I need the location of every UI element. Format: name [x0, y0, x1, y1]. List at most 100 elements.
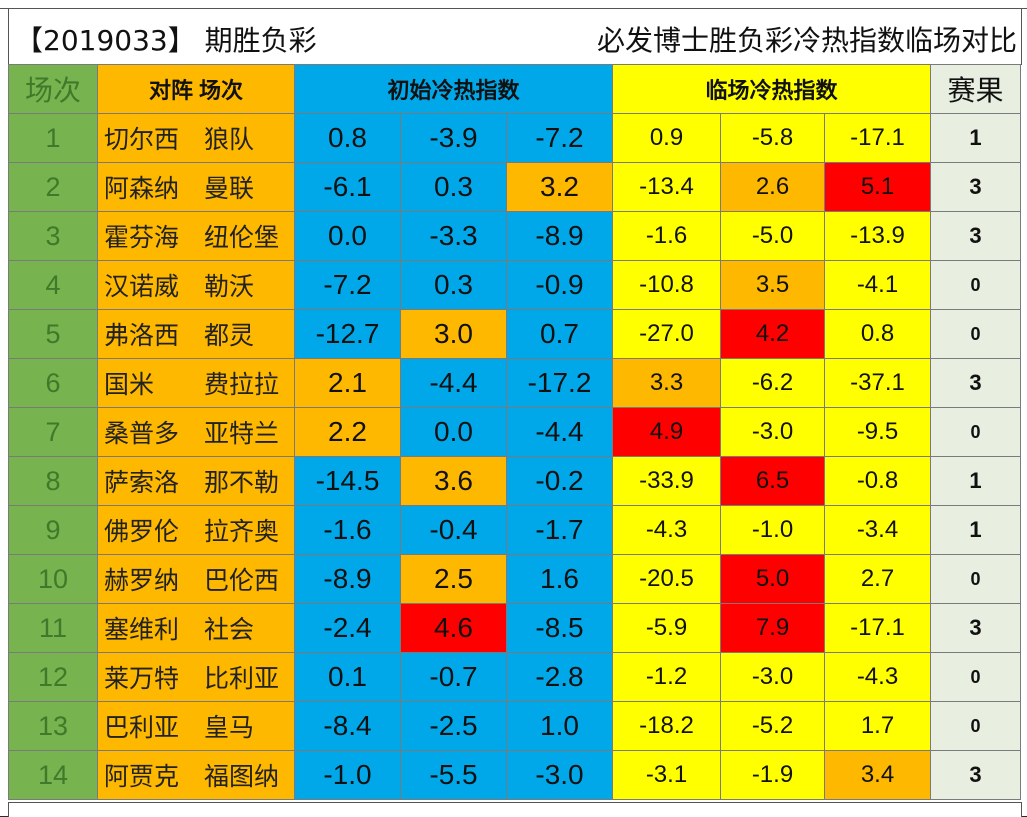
away-team: 亚特兰: [204, 420, 280, 448]
live-index-2: -3.0: [720, 652, 825, 702]
live-index-3: -9.5: [824, 407, 931, 457]
live-index-3: 5.1: [824, 162, 931, 212]
home-team: 佛罗伦: [104, 518, 180, 546]
live-index-2: -3.0: [720, 407, 825, 457]
match-result: 0: [930, 652, 1021, 702]
away-team: 费拉拉: [204, 371, 280, 399]
home-team: 塞维利: [104, 616, 180, 644]
home-team: 弗洛西: [104, 322, 180, 350]
initial-index-3: 0.7: [506, 309, 613, 359]
initial-index-2: 2.5: [400, 554, 507, 604]
live-index-1: 4.9: [612, 407, 721, 457]
table-row: 11 塞维利 社会 -2.4 4.6 -8.5 -5.9 7.9 -17.1 3: [8, 603, 1021, 653]
home-team: 霍芬海: [104, 224, 180, 252]
away-team: 巴伦西: [204, 567, 280, 595]
round-number: 12: [8, 652, 98, 702]
live-index-2: 3.5: [720, 260, 825, 310]
initial-index-2: -2.5: [400, 701, 507, 751]
live-index-3: -17.1: [824, 113, 931, 163]
initial-index-1: -12.7: [294, 309, 401, 359]
table-row: 1 切尔西 狼队 0.8 -3.9 -7.2 0.9 -5.8 -17.1 1: [8, 113, 1021, 163]
table-row: 9 佛罗伦 拉齐奥 -1.6 -0.4 -1.7 -4.3 -1.0 -3.4 1: [8, 505, 1021, 555]
match-result: 0: [930, 407, 1021, 457]
matchup-cell: 萨索洛 那不勒: [97, 456, 295, 506]
round-number: 9: [8, 505, 98, 555]
live-index-1: -13.4: [612, 162, 721, 212]
issue-label: 【2019033】 期胜负彩: [15, 24, 317, 57]
initial-index-2: 0.3: [400, 162, 507, 212]
round-number: 3: [8, 211, 98, 261]
table-row: 7 桑普多 亚特兰 2.2 0.0 -4.4 4.9 -3.0 -9.5 0: [8, 407, 1021, 457]
away-team: 曼联: [204, 175, 255, 203]
away-team: 勒沃: [204, 273, 255, 301]
match-result: 0: [930, 701, 1021, 751]
matchup-cell: 赫罗纳 巴伦西: [97, 554, 295, 604]
live-index-3: -4.1: [824, 260, 931, 310]
matchup-cell: 莱万特 比利亚: [97, 652, 295, 702]
initial-index-1: -7.2: [294, 260, 401, 310]
home-team: 桑普多: [104, 420, 180, 448]
away-team: 都灵: [204, 322, 255, 350]
round-number: 13: [8, 701, 98, 751]
away-team: 皇马: [204, 714, 255, 742]
live-index-1: 0.9: [612, 113, 721, 163]
initial-index-3: -17.2: [506, 358, 613, 408]
match-result: 3: [930, 603, 1021, 653]
initial-index-2: -5.5: [400, 750, 507, 800]
col-matchup-header: 对阵 场次: [97, 64, 295, 114]
live-index-3: 1.7: [824, 701, 931, 751]
table-row: 6 国米 费拉拉 2.1 -4.4 -17.2 3.3 -6.2 -37.1 3: [8, 358, 1021, 408]
matchup-cell: 塞维利 社会: [97, 603, 295, 653]
live-index-3: 2.7: [824, 554, 931, 604]
live-index-3: -0.8: [824, 456, 931, 506]
initial-index-2: -0.7: [400, 652, 507, 702]
match-result: 0: [930, 309, 1021, 359]
table-row: 12 莱万特 比利亚 0.1 -0.7 -2.8 -1.2 -3.0 -4.3 0: [8, 652, 1021, 702]
matchup-cell: 汉诺威 勒沃: [97, 260, 295, 310]
initial-index-3: -0.9: [506, 260, 613, 310]
round-number: 8: [8, 456, 98, 506]
col-result-header: 赛果: [930, 64, 1021, 114]
away-team: 社会: [204, 616, 255, 644]
live-index-1: -4.3: [612, 505, 721, 555]
report-title: 必发博士胜负彩冷热指数临场对比: [596, 24, 1017, 57]
initial-index-3: -3.0: [506, 750, 613, 800]
away-team: 那不勒: [204, 469, 280, 497]
initial-index-1: -1.6: [294, 505, 401, 555]
initial-index-1: 0.8: [294, 113, 401, 163]
initial-index-1: -6.1: [294, 162, 401, 212]
cropped-bottom-row: [8, 802, 1022, 817]
initial-index-3: -4.4: [506, 407, 613, 457]
round-number: 10: [8, 554, 98, 604]
title-bar: 【2019033】 期胜负彩 必发博士胜负彩冷热指数临场对比: [8, 8, 1022, 65]
live-index-1: -10.8: [612, 260, 721, 310]
round-number: 6: [8, 358, 98, 408]
home-team: 莱万特: [104, 665, 180, 693]
matchup-cell: 阿森纳 曼联: [97, 162, 295, 212]
live-index-3: -37.1: [824, 358, 931, 408]
away-team: 纽伦堡: [204, 224, 280, 252]
live-index-1: 3.3: [612, 358, 721, 408]
round-number: 5: [8, 309, 98, 359]
live-index-3: -4.3: [824, 652, 931, 702]
home-team: 萨索洛: [104, 469, 180, 497]
matchup-cell: 巴利亚 皇马: [97, 701, 295, 751]
match-result: 3: [930, 211, 1021, 261]
home-team: 阿森纳: [104, 175, 180, 203]
home-team: 赫罗纳: [104, 567, 180, 595]
initial-index-3: 1.0: [506, 701, 613, 751]
matchup-cell: 国米 费拉拉: [97, 358, 295, 408]
live-index-1: -1.6: [612, 211, 721, 261]
header-row: 场次 对阵 场次 初始冷热指数 临场冷热指数 赛果: [8, 64, 1021, 114]
initial-index-3: 3.2: [506, 162, 613, 212]
matchup-cell: 桑普多 亚特兰: [97, 407, 295, 457]
initial-index-3: -8.9: [506, 211, 613, 261]
initial-index-1: -14.5: [294, 456, 401, 506]
matchup-cell: 霍芬海 纽伦堡: [97, 211, 295, 261]
round-number: 1: [8, 113, 98, 163]
match-result: 0: [930, 260, 1021, 310]
table-row: 13 巴利亚 皇马 -8.4 -2.5 1.0 -18.2 -5.2 1.7 0: [8, 701, 1021, 751]
initial-index-1: -2.4: [294, 603, 401, 653]
initial-index-3: -7.2: [506, 113, 613, 163]
